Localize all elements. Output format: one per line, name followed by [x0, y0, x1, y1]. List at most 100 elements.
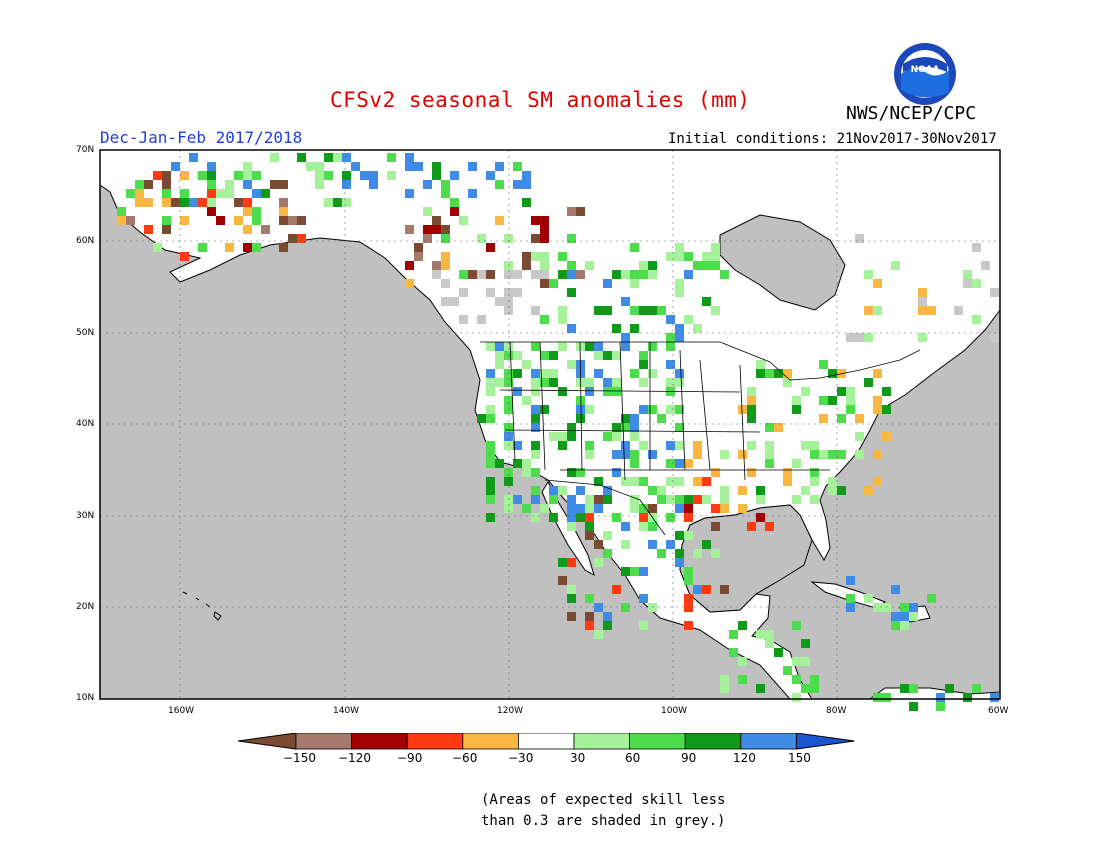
anomaly-cell: [405, 225, 414, 234]
anomaly-cell: [990, 333, 999, 342]
anomaly-cell: [279, 216, 288, 225]
anomaly-cell: [252, 243, 261, 252]
anomaly-cell: [477, 414, 486, 423]
anomaly-cell: [891, 261, 900, 270]
anomaly-cell: [693, 495, 702, 504]
anomaly-cell: [171, 162, 180, 171]
anomaly-map: [99, 149, 1001, 711]
anomaly-cell: [702, 297, 711, 306]
anomaly-cell: [864, 486, 873, 495]
anomaly-cell: [279, 198, 288, 207]
anomaly-cell: [792, 459, 801, 468]
anomaly-cell: [621, 414, 630, 423]
anomaly-cell: [927, 306, 936, 315]
anomaly-cell: [585, 513, 594, 522]
anomaly-cell: [126, 216, 135, 225]
anomaly-cell: [756, 513, 765, 522]
anomaly-cell: [846, 603, 855, 612]
anomaly-cell: [819, 396, 828, 405]
lat-label-20n: 20N: [76, 602, 95, 612]
anomaly-cell: [684, 315, 693, 324]
colorbar-label: 60: [625, 751, 641, 765]
season-label: Dec-Jan-Feb 2017/2018: [100, 128, 303, 147]
anomaly-cell: [675, 549, 684, 558]
anomaly-cell: [342, 198, 351, 207]
anomaly-cell: [621, 297, 630, 306]
skill-note-line2: than 0.3 are shaded in grey.): [481, 813, 726, 829]
anomaly-cell: [531, 306, 540, 315]
anomaly-cell: [369, 180, 378, 189]
anomaly-cell: [585, 621, 594, 630]
anomaly-cell: [441, 297, 450, 306]
anomaly-cell: [648, 261, 657, 270]
anomaly-cell: [684, 621, 693, 630]
anomaly-cell: [864, 306, 873, 315]
anomaly-cell: [216, 189, 225, 198]
anomaly-cell: [486, 495, 495, 504]
anomaly-cell: [819, 450, 828, 459]
anomaly-cell: [432, 270, 441, 279]
anomaly-cell: [648, 306, 657, 315]
anomaly-cell: [486, 414, 495, 423]
anomaly-cell: [567, 270, 576, 279]
anomaly-cell: [873, 396, 882, 405]
anomaly-cell: [621, 540, 630, 549]
anomaly-cell: [603, 387, 612, 396]
anomaly-cell: [585, 495, 594, 504]
anomaly-cell: [972, 315, 981, 324]
anomaly-cell: [873, 693, 882, 702]
anomaly-cell: [558, 342, 567, 351]
anomaly-cell: [243, 171, 252, 180]
anomaly-cell: [900, 603, 909, 612]
anomaly-cell: [279, 180, 288, 189]
anomaly-cell: [171, 198, 180, 207]
anomaly-cell: [567, 495, 576, 504]
anomaly-cell: [531, 216, 540, 225]
anomaly-cell: [981, 261, 990, 270]
anomaly-cell: [585, 387, 594, 396]
anomaly-cell: [873, 369, 882, 378]
anomaly-cell: [792, 693, 801, 702]
anomaly-cell: [522, 360, 531, 369]
anomaly-cell: [549, 279, 558, 288]
anomaly-cell: [135, 189, 144, 198]
anomaly-cell: [621, 270, 630, 279]
anomaly-cell: [756, 684, 765, 693]
anomaly-cell: [801, 639, 810, 648]
anomaly-cell: [675, 477, 684, 486]
anomaly-cell: [162, 198, 171, 207]
anomaly-cell: [567, 522, 576, 531]
anomaly-cell: [144, 225, 153, 234]
anomaly-cell: [774, 423, 783, 432]
lon-label-60w: 60W: [988, 706, 1009, 716]
anomaly-cell: [648, 342, 657, 351]
anomaly-cell: [531, 270, 540, 279]
anomaly-cell: [567, 504, 576, 513]
anomaly-cell: [189, 153, 198, 162]
anomaly-cell: [720, 684, 729, 693]
anomaly-cell: [666, 459, 675, 468]
anomaly-cell: [621, 342, 630, 351]
anomaly-cell: [549, 378, 558, 387]
anomaly-cell: [594, 369, 603, 378]
anomaly-cell: [639, 306, 648, 315]
anomaly-cell: [414, 162, 423, 171]
anomaly-cell: [486, 243, 495, 252]
anomaly-cell: [801, 387, 810, 396]
anomaly-cell: [567, 324, 576, 333]
anomaly-cell: [747, 441, 756, 450]
anomaly-cell: [522, 504, 531, 513]
anomaly-cell: [531, 252, 540, 261]
lat-label-40n: 40N: [76, 419, 95, 429]
anomaly-cell: [495, 297, 504, 306]
anomaly-cell: [576, 405, 585, 414]
anomaly-cell: [657, 306, 666, 315]
anomaly-cell: [738, 621, 747, 630]
initial-conditions: Initial conditions: 21Nov2017-30Nov2017: [668, 131, 997, 147]
anomaly-cell: [486, 450, 495, 459]
anomaly-cell: [297, 153, 306, 162]
anomaly-cell: [666, 495, 675, 504]
anomaly-cell: [990, 693, 999, 702]
anomaly-cell: [828, 486, 837, 495]
anomaly-cell: [243, 162, 252, 171]
